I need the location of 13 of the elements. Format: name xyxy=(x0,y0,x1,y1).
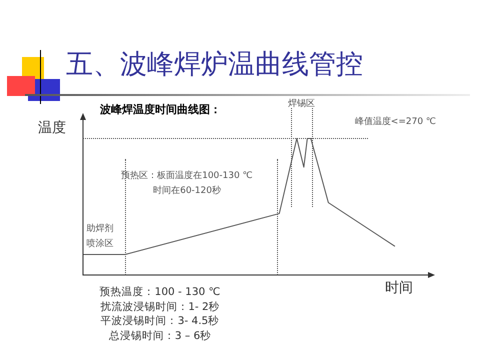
text: 扰流波浸锡时间：1- 2秒 xyxy=(99,300,221,314)
text: 焊锡区 xyxy=(288,98,316,110)
chart-title: 五、波峰焊炉温曲线管控 xyxy=(66,48,363,82)
annotation: 时间在60-120秒 xyxy=(153,186,221,198)
x-axis-title: 时间 xyxy=(385,280,413,298)
chart-subtitle: 波峰焊温度时间曲线图： xyxy=(100,103,221,117)
text: 总浸锡时间：3 – 6秒 xyxy=(108,329,212,344)
annotation: 喷涂区 xyxy=(86,239,114,251)
text: 平波浸锡时间：3- 4.5秒 xyxy=(100,314,220,330)
annotation: 助焊剂 xyxy=(86,224,114,236)
text: 预热温度：100 - 130 ℃ xyxy=(98,285,222,300)
y-axis-title: 温度 xyxy=(38,120,66,138)
text: 峰值温度<=270 ℃ xyxy=(354,116,436,128)
